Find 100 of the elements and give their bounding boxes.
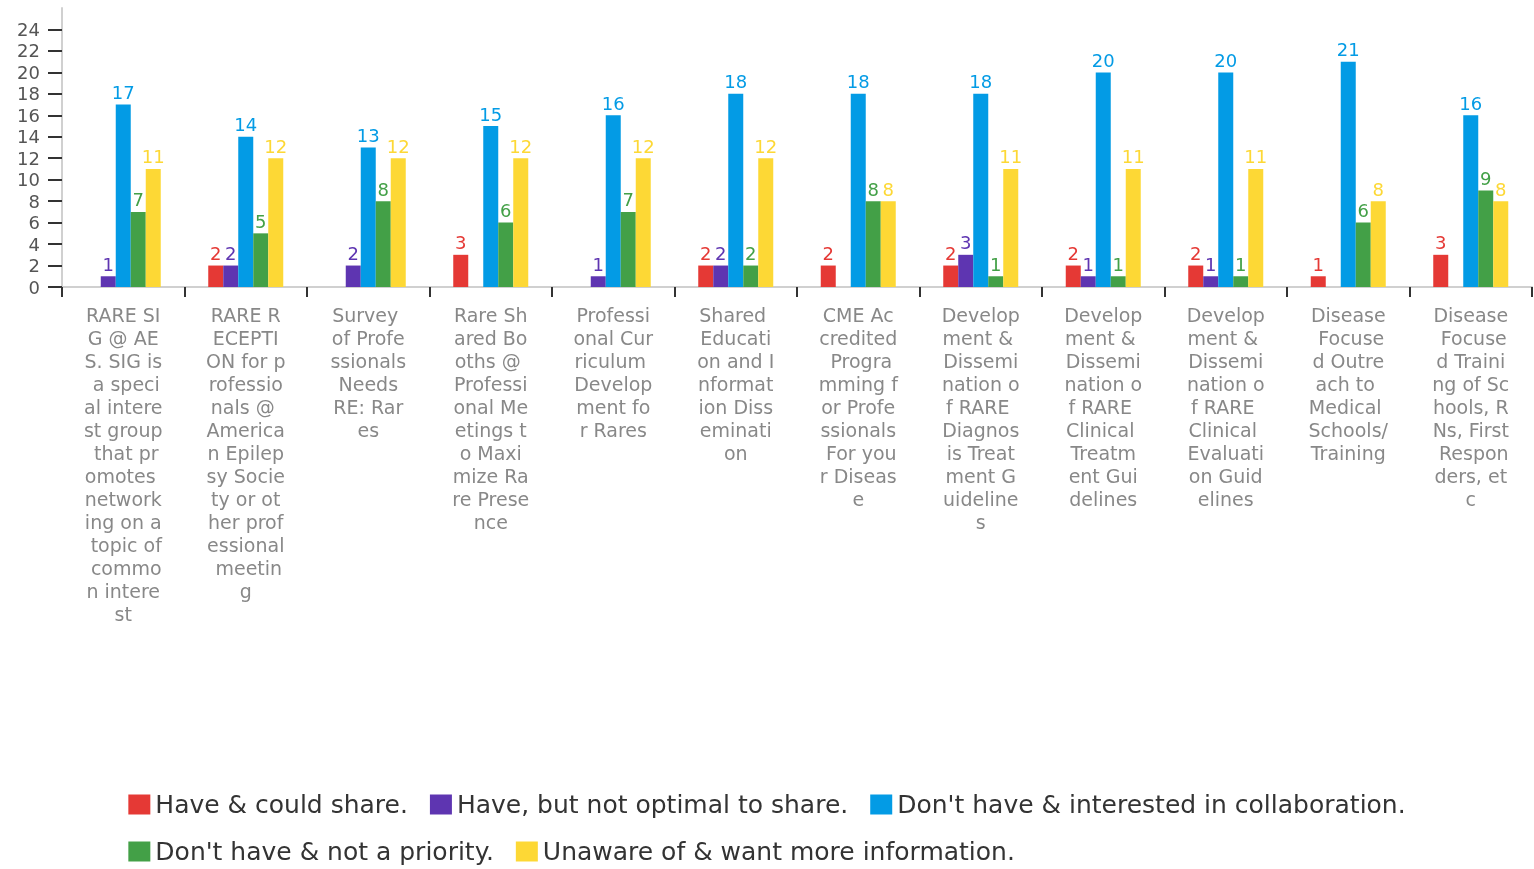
bar	[850, 93, 866, 287]
bar	[590, 276, 606, 287]
data-label: 2	[822, 243, 834, 265]
bar	[973, 93, 989, 287]
bar	[620, 211, 636, 287]
bar	[1340, 61, 1356, 287]
data-label: 2	[1067, 243, 1079, 265]
category-label: CME Accredited Programming for Professionals For your Disease	[818, 303, 898, 510]
data-label: 2	[715, 243, 727, 265]
data-label: 1	[990, 253, 1002, 275]
data-label: 9	[1480, 167, 1492, 189]
bar	[1203, 276, 1219, 287]
data-label: 3	[1435, 232, 1447, 254]
data-label: 3	[455, 232, 467, 254]
y-tick-label: 16	[17, 104, 40, 126]
bar	[360, 147, 376, 287]
data-label: 11	[141, 146, 165, 168]
x-tick-label: Shared Education and Information Dissemination	[697, 303, 775, 464]
bar	[713, 265, 729, 287]
bar	[145, 168, 161, 287]
bar	[130, 211, 146, 287]
data-label: 2	[745, 243, 757, 265]
data-label: 6	[500, 200, 512, 222]
bar	[698, 265, 714, 287]
legend-label: Have, but not optimal to share.	[456, 790, 849, 819]
bar	[1493, 201, 1509, 287]
bar	[345, 265, 361, 287]
bar	[943, 265, 959, 287]
category-label: Development & Dissemination of RARE Diagnosis Treatment Guidelines	[941, 303, 1020, 533]
data-label: 18	[969, 71, 993, 93]
bar	[483, 126, 499, 287]
data-label: 2	[1190, 243, 1202, 265]
data-label: 2	[347, 243, 359, 265]
data-label: 12	[631, 135, 655, 157]
bar	[498, 222, 514, 287]
x-tick-label: Disease Focused Outreach to Medical Schools/Training	[1308, 303, 1389, 464]
bar	[1125, 168, 1141, 287]
bar	[453, 254, 469, 287]
bar	[1110, 276, 1126, 287]
bar	[865, 201, 881, 287]
bar	[253, 233, 269, 287]
bar	[728, 93, 744, 287]
y-tick-label: 4	[28, 233, 40, 255]
data-label: 6	[1357, 200, 1369, 222]
bar	[115, 104, 131, 287]
y-tick-label: 18	[17, 83, 40, 105]
data-label: 16	[1459, 92, 1483, 114]
data-label: 2	[210, 243, 222, 265]
category-label: RARE RECEPTION for professionals @ American Epilepsy Society or other professional meeting	[206, 303, 286, 602]
bar	[1478, 190, 1494, 287]
data-label: 8	[882, 178, 894, 200]
bar	[1370, 201, 1386, 287]
bar	[1003, 168, 1019, 287]
data-label: 20	[1214, 49, 1238, 71]
bar	[1218, 72, 1234, 287]
data-label: 17	[111, 82, 135, 104]
data-label: 1	[1312, 253, 1324, 275]
data-label: 1	[1112, 253, 1124, 275]
data-label: 21	[1336, 39, 1360, 61]
bar	[758, 158, 774, 287]
y-tick-label: 2	[28, 255, 40, 277]
bar	[268, 158, 284, 287]
bar	[1248, 168, 1264, 287]
bar	[375, 201, 391, 287]
bar	[208, 265, 224, 287]
bar	[635, 158, 651, 287]
y-tick-label: 6	[28, 212, 40, 234]
data-label: 12	[386, 135, 410, 157]
data-label: 2	[945, 243, 957, 265]
y-tick-label: 12	[17, 147, 40, 169]
legend-label: Unaware of & want more information.	[542, 837, 1015, 866]
y-tick-label: 20	[17, 61, 40, 83]
bar	[880, 201, 896, 287]
y-tick-label: 14	[17, 126, 40, 148]
x-tick-label: Survey of Professionals Needs RE: Rares	[330, 303, 407, 441]
data-label: 12	[754, 135, 778, 157]
category-label: RARE SIG @ AES. SIG is a special interest group that promotes networking on a topic of common interest	[83, 303, 163, 625]
bar	[988, 276, 1004, 287]
data-label: 7	[622, 189, 634, 211]
data-label: 12	[509, 135, 533, 157]
category-label: Development & Dissemination of RARE Clinical Treatment Guidelines	[1064, 303, 1143, 510]
data-label: 2	[225, 243, 237, 265]
bar	[1233, 276, 1249, 287]
data-label: 1	[1235, 253, 1247, 275]
data-label: 18	[724, 71, 748, 93]
data-label: 8	[377, 178, 389, 200]
y-tick-label: 24	[17, 18, 40, 40]
category-label: Rare Shared Booths @ Professional Meetings to Maximize Rare Presence	[452, 303, 530, 533]
bar	[1463, 115, 1479, 287]
category-label: Disease Focused Training of Schools, RNs, First Responders, etc	[1432, 303, 1510, 510]
data-label: 7	[132, 189, 144, 211]
y-tick-label: 8	[28, 190, 40, 212]
data-label: 1	[592, 253, 604, 275]
bar	[820, 265, 836, 287]
data-label: 11	[1121, 146, 1145, 168]
data-label: 5	[255, 210, 267, 232]
bar	[223, 265, 239, 287]
bar	[1080, 276, 1096, 287]
bar	[513, 158, 529, 287]
y-tick-label: 0	[28, 276, 40, 298]
